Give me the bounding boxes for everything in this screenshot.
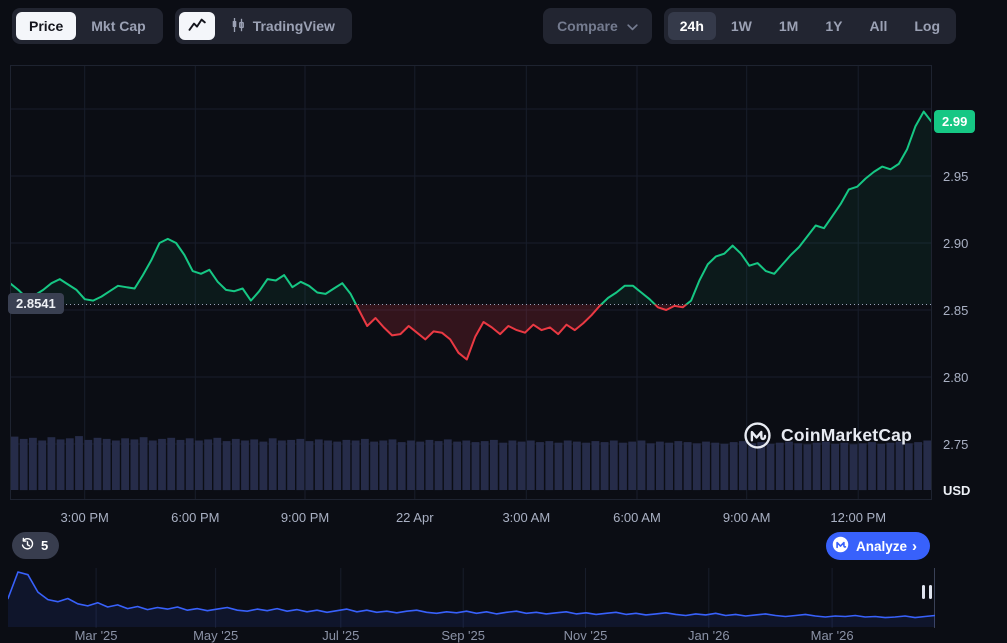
- minimap-svg: [8, 568, 935, 628]
- chart-type-toggle: TradingView: [174, 8, 352, 44]
- price-mktcap-toggle: Price Mkt Cap: [12, 8, 163, 44]
- price-tab[interactable]: Price: [16, 12, 77, 40]
- minimap-line: [8, 571, 935, 619]
- y-axis-label: 2.90: [943, 235, 969, 251]
- price-area-above: [10, 111, 932, 305]
- range-1y-button[interactable]: 1Y: [813, 12, 854, 40]
- coinmarketcap-watermark: CoinMarketCap: [743, 421, 912, 450]
- coinmarketcap-logo-icon: [743, 421, 772, 450]
- minimap-axis-label: Jul '25: [322, 628, 360, 643]
- compare-label: Compare: [557, 18, 618, 34]
- x-axis-label: 9:00 PM: [280, 510, 330, 525]
- baseline-price-label: 2.8541: [8, 293, 64, 315]
- range-1m-button[interactable]: 1M: [767, 12, 810, 40]
- chevron-down-icon: [627, 18, 638, 34]
- chart-actions-row: 5 Analyze ›: [12, 532, 930, 560]
- minimap-axis-label: Mar '26: [810, 628, 854, 643]
- minimap-area: [8, 572, 935, 627]
- candlestick-icon: [230, 17, 246, 36]
- minimap-axis-label: Jan '26: [688, 628, 730, 643]
- range-all-button[interactable]: All: [857, 12, 899, 40]
- chart-border: [10, 65, 932, 500]
- x-axis-label: 22 Apr: [395, 510, 434, 525]
- price-chart-svg: [10, 65, 932, 500]
- volume-bars: [10, 436, 932, 491]
- x-axis-label: 6:00 PM: [171, 510, 220, 525]
- range-minimap[interactable]: [8, 568, 935, 628]
- x-axis-label: 9:00 AM: [722, 510, 771, 525]
- y-axis-label: 2.80: [943, 369, 969, 385]
- y-axis-label: 2.95: [943, 168, 969, 184]
- range-handle[interactable]: [922, 585, 932, 599]
- chart-toolbar: Price Mkt Cap TradingView Com: [12, 8, 956, 44]
- x-axis-label: 3:00 AM: [502, 510, 551, 525]
- range-log-button[interactable]: Log: [902, 12, 952, 40]
- price-line-green: [10, 110, 932, 305]
- analyze-chevron: ›: [912, 537, 917, 555]
- y-axis-label: 2.75: [943, 436, 969, 452]
- analyze-label: Analyze: [855, 538, 907, 554]
- history-count: 5: [41, 538, 49, 553]
- x-axis-label: 12:00 PM: [830, 510, 887, 525]
- price-line-red: [354, 304, 688, 361]
- range-1w-button[interactable]: 1W: [719, 12, 764, 40]
- minimap-axis-label: Nov '25: [563, 628, 608, 643]
- history-icon: [20, 537, 35, 555]
- line-chart-button[interactable]: [178, 12, 215, 40]
- history-button[interactable]: 5: [12, 532, 60, 559]
- mktcap-tab[interactable]: Mkt Cap: [78, 12, 158, 40]
- price-area-below: [10, 304, 932, 360]
- tradingview-label: TradingView: [252, 18, 335, 34]
- x-axis-label: 6:00 AM: [613, 510, 661, 525]
- line-chart-icon: [188, 17, 206, 35]
- x-axis-label: 3:00 PM: [60, 510, 109, 525]
- time-axis: 3:00 PM 6:00 PM 9:00 PM 22 Apr 3:00 AM 6:00 A…: [10, 508, 932, 526]
- minimap-axis-label: Mar '25: [74, 628, 118, 643]
- minimap-axis-label: Sep '25: [441, 628, 485, 643]
- chart-area: 2.8541 CoinMarketCap 2.99 2.95 2.90 2.85 2.…: [0, 65, 1007, 527]
- watermark-brand-text: CoinMarketCap: [781, 425, 912, 445]
- analyze-button[interactable]: Analyze ›: [825, 532, 930, 560]
- price-axis: 2.99 2.95 2.90 2.85 2.80 2.75 USD: [932, 65, 1007, 500]
- minimap-axis-label: May '25: [193, 628, 239, 643]
- y-axis-unit-label: USD: [943, 483, 971, 498]
- y-axis-label: 2.85: [943, 302, 969, 318]
- analyze-logo-icon: [832, 536, 849, 556]
- compare-button[interactable]: Compare: [543, 8, 652, 44]
- range-24h-button[interactable]: 24h: [667, 12, 716, 40]
- minimap-axis: Mar '25 May '25 Jul '25 Sep '25 Nov '25 Jan '…: [8, 628, 935, 643]
- time-range-group: 24h 1W 1M 1Y All Log: [663, 8, 956, 44]
- current-price-badge: 2.99: [934, 110, 976, 134]
- tradingview-button[interactable]: TradingView: [217, 12, 348, 40]
- price-chart[interactable]: 2.8541 CoinMarketCap: [8, 65, 932, 500]
